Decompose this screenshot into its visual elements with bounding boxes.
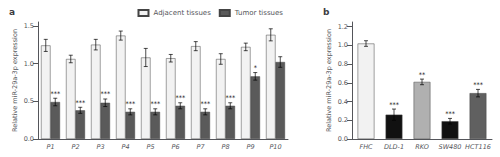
svg-text:P5: P5 xyxy=(146,143,154,151)
svg-text:***: *** xyxy=(150,100,161,108)
svg-text:Tumor tissues: Tumor tissues xyxy=(234,9,284,17)
svg-text:0.0: 0.0 xyxy=(338,135,348,143)
svg-text:***: *** xyxy=(175,94,186,102)
svg-text:Relative miR-29a-3p expression: Relative miR-29a-3p expression xyxy=(325,29,333,132)
svg-text:P3: P3 xyxy=(96,143,104,151)
svg-text:P7: P7 xyxy=(196,143,205,151)
svg-text:1.5: 1.5 xyxy=(24,22,34,30)
svg-text:0.5: 0.5 xyxy=(24,97,34,105)
svg-text:1.2: 1.2 xyxy=(338,23,348,31)
svg-text:1.0: 1.0 xyxy=(338,41,348,49)
svg-text:0.6: 0.6 xyxy=(338,79,348,87)
svg-text:***: *** xyxy=(445,110,456,118)
svg-text:FHC: FHC xyxy=(359,143,373,151)
svg-text:P9: P9 xyxy=(246,143,254,151)
svg-text:P8: P8 xyxy=(221,143,229,151)
svg-text:HCT116: HCT116 xyxy=(465,143,491,151)
svg-text:P6: P6 xyxy=(171,143,179,151)
svg-text:***: *** xyxy=(75,99,86,107)
svg-text:b: b xyxy=(323,7,330,17)
svg-text:*: * xyxy=(254,64,258,72)
svg-text:0.2: 0.2 xyxy=(338,116,348,124)
svg-text:P1: P1 xyxy=(46,143,54,151)
svg-text:***: *** xyxy=(50,90,61,98)
svg-text:1.0: 1.0 xyxy=(24,60,34,68)
svg-text:***: *** xyxy=(200,100,211,108)
svg-text:Relative miR-29a-3p expression: Relative miR-29a-3p expression xyxy=(11,29,19,132)
svg-text:***: *** xyxy=(473,81,484,89)
svg-text:0.8: 0.8 xyxy=(338,60,348,68)
svg-text:P10: P10 xyxy=(269,143,281,151)
svg-text:P4: P4 xyxy=(121,143,129,151)
svg-text:SW480: SW480 xyxy=(439,143,462,151)
svg-text:DLD-1: DLD-1 xyxy=(384,143,404,151)
svg-text:**: ** xyxy=(419,71,426,79)
svg-text:0.4: 0.4 xyxy=(338,98,348,106)
svg-text:0.0: 0.0 xyxy=(24,135,34,143)
svg-text:***: *** xyxy=(389,101,400,109)
svg-text:Adjacent tissues: Adjacent tissues xyxy=(153,9,211,17)
svg-text:***: *** xyxy=(225,94,236,102)
svg-text:***: *** xyxy=(100,90,111,98)
svg-text:a: a xyxy=(9,7,15,17)
svg-text:***: *** xyxy=(125,100,136,108)
svg-text:P2: P2 xyxy=(71,143,79,151)
svg-text:RKO: RKO xyxy=(415,143,429,151)
